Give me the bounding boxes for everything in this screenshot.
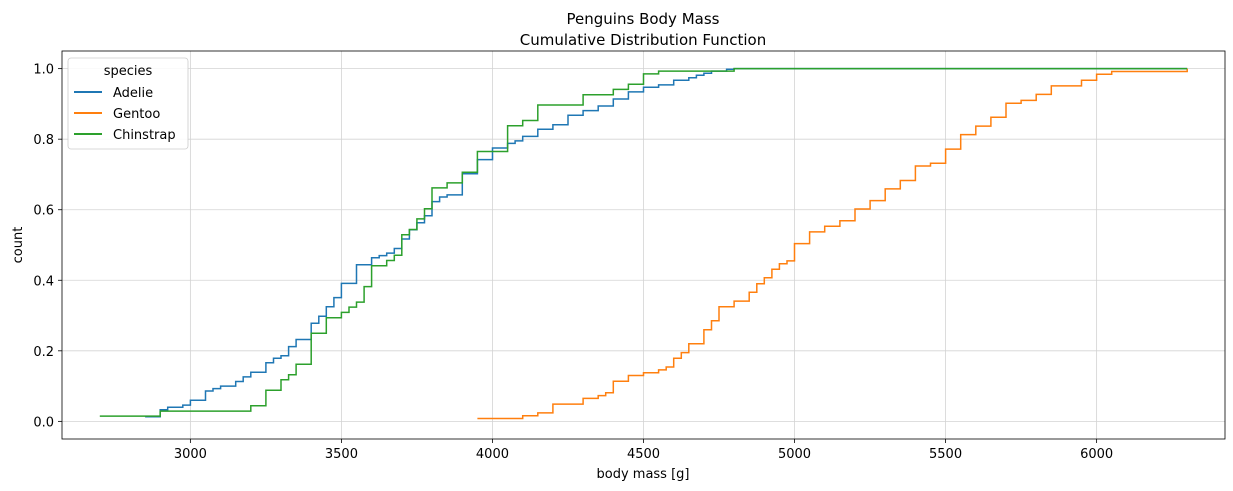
series-gentoo-line	[477, 68, 1188, 420]
legend-box	[67, 57, 189, 150]
y-tick-label: 0.0	[33, 415, 54, 430]
chart-title: Penguins Body Mass	[567, 10, 720, 28]
y-tick-label: 0.4	[33, 274, 54, 289]
x-tick-label: 3000	[174, 447, 207, 462]
x-tick-label: 5500	[929, 447, 962, 462]
series-lines	[99, 67, 1188, 420]
x-axis-ticks: 3000 3500 4000 4500 5000 5500 6000	[174, 439, 1113, 462]
legend-label-chinstrap: Chinstrap	[113, 128, 176, 143]
x-tick-label: 4000	[476, 447, 509, 462]
x-tick-label: 5000	[778, 447, 811, 462]
chart-subtitle: Cumulative Distribution Function	[520, 31, 766, 49]
y-tick-label: 1.0	[33, 63, 54, 78]
x-tick-label: 6000	[1080, 447, 1113, 462]
x-tick-label: 4500	[627, 447, 660, 462]
y-axis-ticks: 0.0 0.2 0.4 0.6 0.8 1.0	[33, 63, 62, 430]
x-tick-label: 3500	[325, 447, 358, 462]
y-tick-label: 0.6	[33, 204, 54, 219]
y-tick-label: 0.2	[33, 345, 54, 360]
legend-title: species	[104, 64, 153, 79]
y-axis-label: count	[11, 227, 26, 264]
x-axis-label: body mass [g]	[597, 467, 690, 482]
legend: species Adelie Gentoo Chinstrap	[67, 57, 189, 150]
series-chinstrap-line	[99, 67, 1188, 417]
legend-label-adelie: Adelie	[113, 86, 153, 101]
legend-label-gentoo: Gentoo	[113, 107, 160, 122]
y-tick-label: 0.8	[33, 133, 54, 148]
